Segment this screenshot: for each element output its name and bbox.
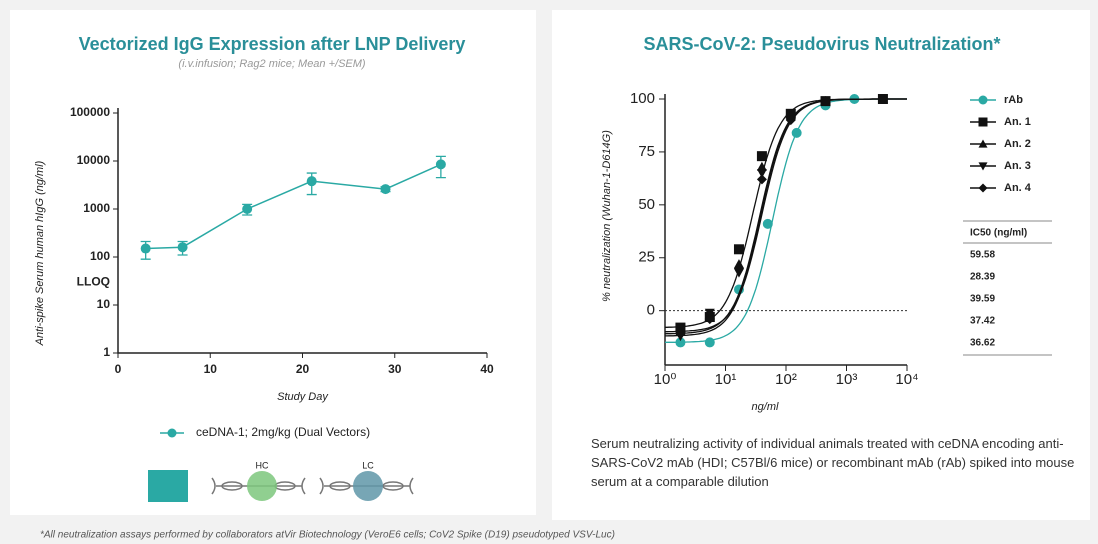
x-tick-label: 20 (296, 362, 310, 376)
data-point (791, 127, 802, 138)
x-tick-label: 10¹ (715, 371, 737, 388)
series-line (145, 163, 442, 250)
data-point (704, 314, 715, 325)
data-point (704, 337, 715, 348)
y-tick-label: 1000 (83, 201, 110, 215)
table-cell: 36.62 (970, 338, 995, 349)
data-point (733, 244, 744, 255)
y-tick-label: 75 (638, 143, 655, 160)
data-point (242, 204, 253, 214)
x-tick-label: 30 (388, 362, 402, 376)
legend-label: An. 3 (1004, 160, 1031, 172)
vector-lc (319, 471, 414, 501)
vector-label: HC (256, 460, 269, 470)
chart-subtitle: (i.v.infusion; Rag2 mice; Mean +/SEM) (178, 58, 366, 70)
data-point (756, 151, 767, 162)
legend-label: ceDNA-1; 2mg/kg (Dual Vectors) (196, 425, 370, 439)
table-cell: 28.39 (970, 272, 995, 283)
x-tick-label: 10² (775, 371, 797, 388)
legend-marker (167, 428, 177, 438)
legend-label: An. 2 (1004, 138, 1031, 150)
vector-label: LC (362, 460, 374, 470)
data-point (756, 169, 767, 179)
table-header: IC50 (ng/ml) (970, 228, 1027, 239)
data-point (762, 218, 773, 229)
x-tick-label: 10⁰ (654, 371, 677, 388)
data-point (756, 174, 767, 185)
caption: Serum neutralizing activity of individua… (591, 436, 1075, 489)
x-tick-label: 10 (204, 362, 218, 376)
table-cell: 39.59 (970, 294, 995, 305)
legend-marker (978, 162, 988, 171)
x-axis-label: ng/ml (752, 401, 779, 413)
legend-marker (978, 117, 988, 127)
y-axis-label: % neutralization (Wuhan-1-D614G) (601, 130, 613, 302)
y-tick-label: 100 (90, 249, 110, 263)
x-tick-label: 10⁴ (895, 371, 918, 388)
legend-marker (978, 183, 988, 193)
table-cell: 59.58 (970, 250, 995, 261)
data-point (704, 308, 715, 318)
data-point (140, 243, 151, 254)
legend-label: An. 1 (1004, 116, 1031, 128)
left-panel (10, 10, 536, 515)
y-tick-label: 1 (103, 345, 110, 359)
data-point (756, 161, 767, 171)
y-axis-label: Anti-spike Serum human hIgG (ng/ml) (34, 160, 46, 346)
data-point (380, 184, 391, 195)
data-point (820, 96, 831, 107)
y-tick-label: 100000 (70, 105, 110, 119)
data-point (306, 176, 317, 187)
y-tick-label: 50 (638, 196, 655, 213)
data-point (675, 328, 686, 339)
y-tick-label: 10 (97, 297, 111, 311)
legend-label: An. 4 (1004, 182, 1032, 194)
table-cell: 37.42 (970, 316, 995, 327)
data-point (733, 263, 744, 274)
chart-title: SARS-CoV-2: Pseudovirus Neutralization* (643, 34, 1000, 54)
data-point (785, 115, 796, 126)
right-panel (552, 10, 1090, 520)
vector-hc (211, 471, 306, 501)
y-tick-label: 10000 (77, 153, 111, 167)
footnote: *All neutralization assays performed by … (40, 530, 615, 541)
chart-title: Vectorized IgG Expression after LNP Deli… (79, 34, 466, 54)
x-tick-label: 0 (115, 362, 122, 376)
data-point (675, 337, 686, 348)
legend-marker (978, 139, 988, 148)
legend-marker (978, 95, 988, 105)
y-tick-label: 25 (638, 249, 655, 266)
x-tick-label: 10³ (836, 371, 858, 388)
legend-label: rAb (1004, 94, 1023, 106)
annotation: LLOQ (77, 274, 110, 288)
x-axis-label: Study Day (277, 391, 329, 403)
teal-square (148, 470, 188, 502)
data-point (435, 159, 446, 170)
y-tick-label: 0 (647, 302, 655, 319)
data-point (877, 94, 888, 104)
fit-curve (664, 98, 907, 335)
data-point (177, 242, 188, 253)
y-tick-label: 100 (630, 90, 655, 107)
x-tick-label: 40 (480, 362, 494, 376)
